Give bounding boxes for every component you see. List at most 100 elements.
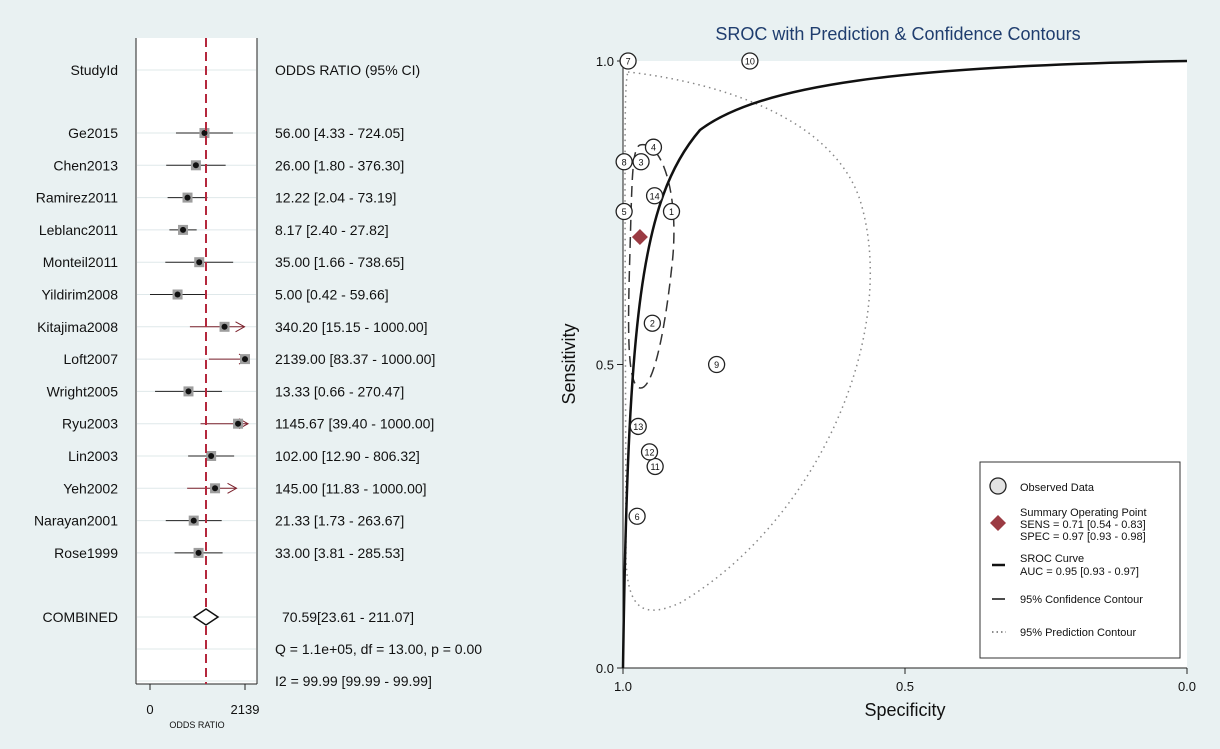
legend-summary-sens: SENS = 0.71 [0.54 - 0.83] [1020,519,1146,531]
forest-ci-arrow [227,482,238,494]
sroc-curve [621,59,1188,669]
legend-summary-label: Summary Operating Point [1020,507,1147,519]
forest-point-estimate [201,130,208,136]
observed-data-point-label: 5 [622,207,627,217]
forest-study-label: Yildirim2008 [41,287,118,303]
forest-study-estimate: 145.00 [11.83 - 1000.00] [275,480,427,496]
observed-data-point-label: 4 [651,143,656,153]
forest-x-tick-label-1: 2139 [231,702,260,717]
forest-header-study: StudyId [71,62,118,78]
forest-study-label: Ge2015 [68,125,118,141]
forest-combined-estimate: 70.59[23.61 - 211.07] [282,609,414,625]
legend-diamond-icon [990,515,1006,531]
observed-data-point [628,507,646,525]
forest-study-label: Narayan2001 [34,513,118,529]
forest-ci-arrow [235,321,246,333]
observed-data-point [632,153,650,171]
forest-estimate-labels: 56.00 [4.33 - 724.05] 26.00 [1.80 - 376.3… [275,125,435,561]
forest-heterogeneity-i2: I2 = 99.99 [99.99 - 99.99] [275,673,432,689]
sroc-x-axis-label: Specificity [864,700,945,720]
observed-data-point-label: 3 [639,157,644,167]
forest-point-estimate [184,194,191,201]
forest-study-label: Leblanc2011 [39,222,118,238]
observed-data-point-label: 12 [645,447,655,457]
forest-study-label: Kitajima2008 [37,319,118,335]
observed-data-point [615,153,633,171]
forest-point-estimate [221,323,228,330]
observed-data-point-label: 10 [745,57,755,67]
sroc-x-tick-label: 0.0 [1178,679,1196,694]
forest-point-estimate [190,517,197,524]
forest-x-tick-label-0: 0 [146,702,153,717]
observed-data-point [645,187,664,205]
forest-plot-area [136,38,257,684]
observed-data-point [644,138,663,156]
forest-study-labels: Ge2015 Chen2013 Ramirez2011 Leblanc2011 Mont… [34,125,118,561]
forest-study-estimate: 340.20 [15.15 - 1000.00] [275,319,428,335]
observed-data-point [707,355,726,374]
observed-data-point-label: 13 [633,422,643,432]
forest-combined-diamond [192,608,220,626]
forest-study-label: Rose1999 [54,545,118,561]
observed-data-point [615,202,633,221]
forest-point-estimate [235,420,242,427]
forest-point-estimate [196,259,203,266]
forest-study-estimate: 2139.00 [83.37 - 1000.00] [275,351,435,367]
observed-data-point [646,457,664,476]
observed-data-point [629,417,647,436]
forest-study-estimate: 5.00 [0.42 - 59.66] [275,287,389,303]
sroc-ticks: 1.0 0.5 0.0 0.0 0.5 1.0 [596,54,1196,694]
observed-data-point-label: 1 [669,207,674,217]
forest-combined-label: COMBINED [43,609,118,625]
observed-data-point [619,52,637,70]
forest-point-estimate [208,453,215,459]
sroc-title: SROC with Prediction & Confidence Contou… [715,24,1080,44]
forest-study-estimate: 13.33 [0.66 - 270.47] [275,383,404,399]
forest-study-label: Loft2007 [64,351,119,367]
legend-prediction-label: 95% Prediction Contour [1020,627,1137,639]
observed-data-point-label: 7 [626,57,631,67]
summary-operating-point [631,229,648,246]
forest-point-estimate [192,162,199,169]
observed-data-point [662,202,681,221]
forest-point-estimate [195,549,202,556]
forest-x-axis-label: ODDS RATIO [169,720,224,730]
legend-summary-spec: SPEC = 0.97 [0.93 - 0.98] [1020,531,1146,543]
sroc-x-tick-label: 1.0 [614,679,632,694]
forest-study-estimate: 8.17 [2.40 - 27.82] [275,222,389,238]
forest-point-estimate [242,356,248,363]
forest-study-label: Monteil2011 [43,254,118,270]
forest-point-estimate [174,291,181,298]
sroc-plot: SROC with Prediction & Confidence Contou… [559,24,1196,720]
observed-data-point-label: 6 [635,512,640,522]
sroc-y-axis-label: Sensitivity [559,323,579,404]
forest-study-label: Wright2005 [47,383,119,399]
forest-study-estimate: 26.00 [1.80 - 376.30] [275,157,404,173]
sroc-legend-box [979,461,1181,659]
observed-data-point [643,314,661,332]
forest-point-estimate [212,485,219,492]
observed-data-point-label: 2 [650,319,655,329]
sroc-y-tick-label: 0.5 [596,358,614,373]
forest-study-label: Lin2003 [68,448,118,464]
observed-data-point-label: 9 [714,360,719,370]
forest-study-estimate: 1145.67 [39.40 - 1000.00] [275,416,434,432]
forest-study-estimate: 35.00 [1.66 - 738.65] [275,254,404,270]
forest-header-estimate: ODDS RATIO (95% CI) [275,62,420,78]
forest-study-estimate: 102.00 [12.90 - 806.32] [275,448,420,464]
legend-observed-label: Observed Data [1020,482,1095,494]
sroc-y-tick-label: 1.0 [596,54,614,69]
observed-data-point-label: 14 [650,191,660,201]
prediction-contour [624,71,872,611]
forest-study-label: Yeh2002 [63,480,118,496]
legend-sroc-auc: AUC = 0.95 [0.93 - 0.97] [1020,566,1139,578]
observed-data-point-label: 8 [622,157,627,167]
forest-marks [150,128,250,558]
legend-circle-icon [989,477,1007,495]
observed-data-point [640,443,659,461]
sroc-x-tick-label: 0.5 [896,679,914,694]
forest-study-label: Chen2013 [53,157,118,173]
observed-data-point-label: 11 [650,462,659,472]
